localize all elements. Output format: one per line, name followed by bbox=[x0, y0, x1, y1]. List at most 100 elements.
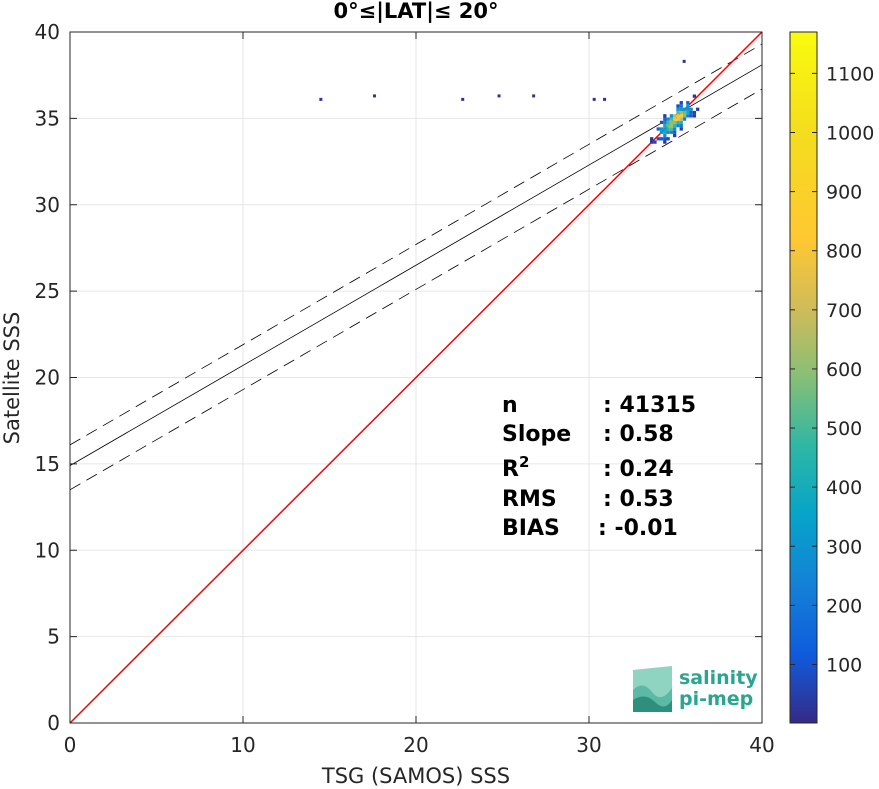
density-cell-24 bbox=[669, 130, 674, 134]
colorbar-tick-label-1: 200 bbox=[826, 595, 862, 617]
density-cell-39 bbox=[676, 117, 680, 121]
density-cell-63 bbox=[689, 110, 693, 115]
density-cell-16 bbox=[663, 117, 667, 121]
stat-label-0: n bbox=[502, 393, 518, 418]
density-cell-36 bbox=[673, 114, 677, 118]
density-cell-0 bbox=[650, 140, 654, 144]
colorbar-tick-label-8: 900 bbox=[826, 182, 862, 204]
density-cell-32 bbox=[673, 127, 677, 131]
x-tick-label-1: 10 bbox=[230, 733, 255, 757]
density-cell-64 bbox=[689, 107, 693, 111]
density-cell-53 bbox=[682, 117, 687, 121]
density-cell-31 bbox=[673, 130, 677, 134]
density-cell-20 bbox=[666, 127, 670, 131]
density-cell-21 bbox=[666, 124, 670, 128]
density-cell-6 bbox=[659, 130, 664, 134]
outlier-point-6 bbox=[603, 97, 607, 101]
density-cell-4 bbox=[656, 127, 660, 131]
outlier-point-2 bbox=[461, 97, 465, 101]
density-cell-17 bbox=[663, 114, 667, 118]
density-cell-14 bbox=[663, 124, 667, 128]
x-tick-label-0: 0 bbox=[64, 733, 77, 757]
density-cell-41 bbox=[676, 110, 680, 115]
density-cell-44 bbox=[679, 127, 683, 131]
density-cell-33 bbox=[673, 124, 677, 128]
density-cell-7 bbox=[659, 127, 664, 131]
outlier-point-7 bbox=[682, 59, 686, 63]
density-cell-15 bbox=[663, 120, 667, 125]
density-cell-29 bbox=[669, 114, 674, 118]
x-tick-label-4: 40 bbox=[749, 733, 774, 757]
salinity-pimep-logo: salinity pi-mep bbox=[633, 666, 758, 712]
density-cell-18 bbox=[666, 137, 670, 141]
density-cell-60 bbox=[686, 104, 690, 108]
regression-lines bbox=[70, 32, 762, 723]
density-cell-30 bbox=[673, 133, 677, 138]
colorbar-tick-label-10: 1100 bbox=[826, 63, 874, 85]
density-cell-25 bbox=[669, 127, 674, 131]
y-tick-label-6: 30 bbox=[35, 193, 60, 217]
density-cell-68 bbox=[696, 107, 700, 111]
density-cell-57 bbox=[686, 114, 690, 118]
logo-line2: pi-mep bbox=[679, 688, 753, 710]
density-cell-27 bbox=[669, 120, 674, 125]
y-tick-label-7: 35 bbox=[35, 106, 60, 130]
density-cell-23 bbox=[666, 117, 670, 121]
stat-label-4: BIAS bbox=[502, 516, 560, 541]
density-cell-46 bbox=[679, 120, 683, 125]
y-tick-label-0: 0 bbox=[47, 711, 60, 735]
density-cell-45 bbox=[679, 124, 683, 128]
x-tick-label-2: 20 bbox=[403, 733, 428, 757]
density-cell-8 bbox=[659, 120, 664, 125]
density-cell-67 bbox=[692, 94, 697, 98]
colorbar-tick-label-2: 300 bbox=[826, 536, 862, 558]
x-tick-label-3: 30 bbox=[576, 733, 601, 757]
density-cell-9 bbox=[663, 140, 667, 144]
logo-line1: salinity bbox=[679, 667, 758, 689]
stats-box: n: 41315 Slope: 0.58 R2: 0.24 RMS: 0.53 BIAS… bbox=[502, 393, 696, 541]
density-cell-56 bbox=[682, 107, 687, 111]
outlier-point-4 bbox=[532, 94, 536, 98]
colorbar-tick-label-9: 1000 bbox=[826, 122, 874, 144]
density-cell-52 bbox=[679, 101, 683, 105]
density-cell-49 bbox=[679, 110, 683, 115]
fit-lower-dashed-line bbox=[70, 88, 762, 491]
density-cell-54 bbox=[682, 114, 687, 118]
density-cell-19 bbox=[666, 130, 670, 134]
density-cell-5 bbox=[659, 137, 664, 141]
y-tick-label-3: 15 bbox=[35, 452, 60, 476]
x-axis-label: TSG (SAMOS) SSS bbox=[321, 764, 510, 788]
colorbar-tick-label-0: 100 bbox=[826, 654, 862, 676]
density-cell-43 bbox=[676, 104, 680, 108]
density-cell-48 bbox=[679, 114, 683, 118]
density-cell-26 bbox=[669, 124, 674, 128]
density-cell-2 bbox=[653, 140, 657, 144]
y-tick-label-1: 5 bbox=[47, 625, 60, 649]
density-cell-12 bbox=[663, 130, 667, 134]
density-cell-40 bbox=[676, 114, 680, 118]
density-cell-66 bbox=[692, 110, 697, 115]
stat-value-3: : 0.53 bbox=[603, 487, 674, 512]
y-tick-label-2: 10 bbox=[35, 538, 60, 562]
density-cell-47 bbox=[679, 117, 683, 121]
axis-ticks: 0 10 20 30 40 0 5 10 15 20 25 30 35 40 bbox=[35, 20, 775, 757]
density-cell-58 bbox=[686, 110, 690, 115]
outlier-point-3 bbox=[497, 94, 501, 98]
density-cell-10 bbox=[663, 137, 667, 141]
y-tick-label-5: 25 bbox=[35, 279, 60, 303]
stat-value-0: : 41315 bbox=[603, 393, 696, 418]
density-cell-11 bbox=[663, 133, 667, 138]
stat-label-3: RMS bbox=[502, 487, 557, 512]
density-cell-61 bbox=[686, 101, 690, 105]
identity-line bbox=[70, 32, 762, 723]
outlier-point-1 bbox=[372, 94, 376, 98]
y-tick-label-8: 40 bbox=[35, 20, 60, 44]
colorbar-ticks: 100 200 300 400 500 600 700 800 900 1000 1100 bbox=[790, 63, 874, 676]
density-cell-59 bbox=[686, 107, 690, 111]
density-cell-62 bbox=[689, 114, 693, 118]
stat-value-1: : 0.58 bbox=[603, 422, 674, 447]
colorbar-tick-label-6: 700 bbox=[826, 300, 862, 322]
density-cell-35 bbox=[673, 117, 677, 121]
density-cell-1 bbox=[650, 137, 654, 141]
